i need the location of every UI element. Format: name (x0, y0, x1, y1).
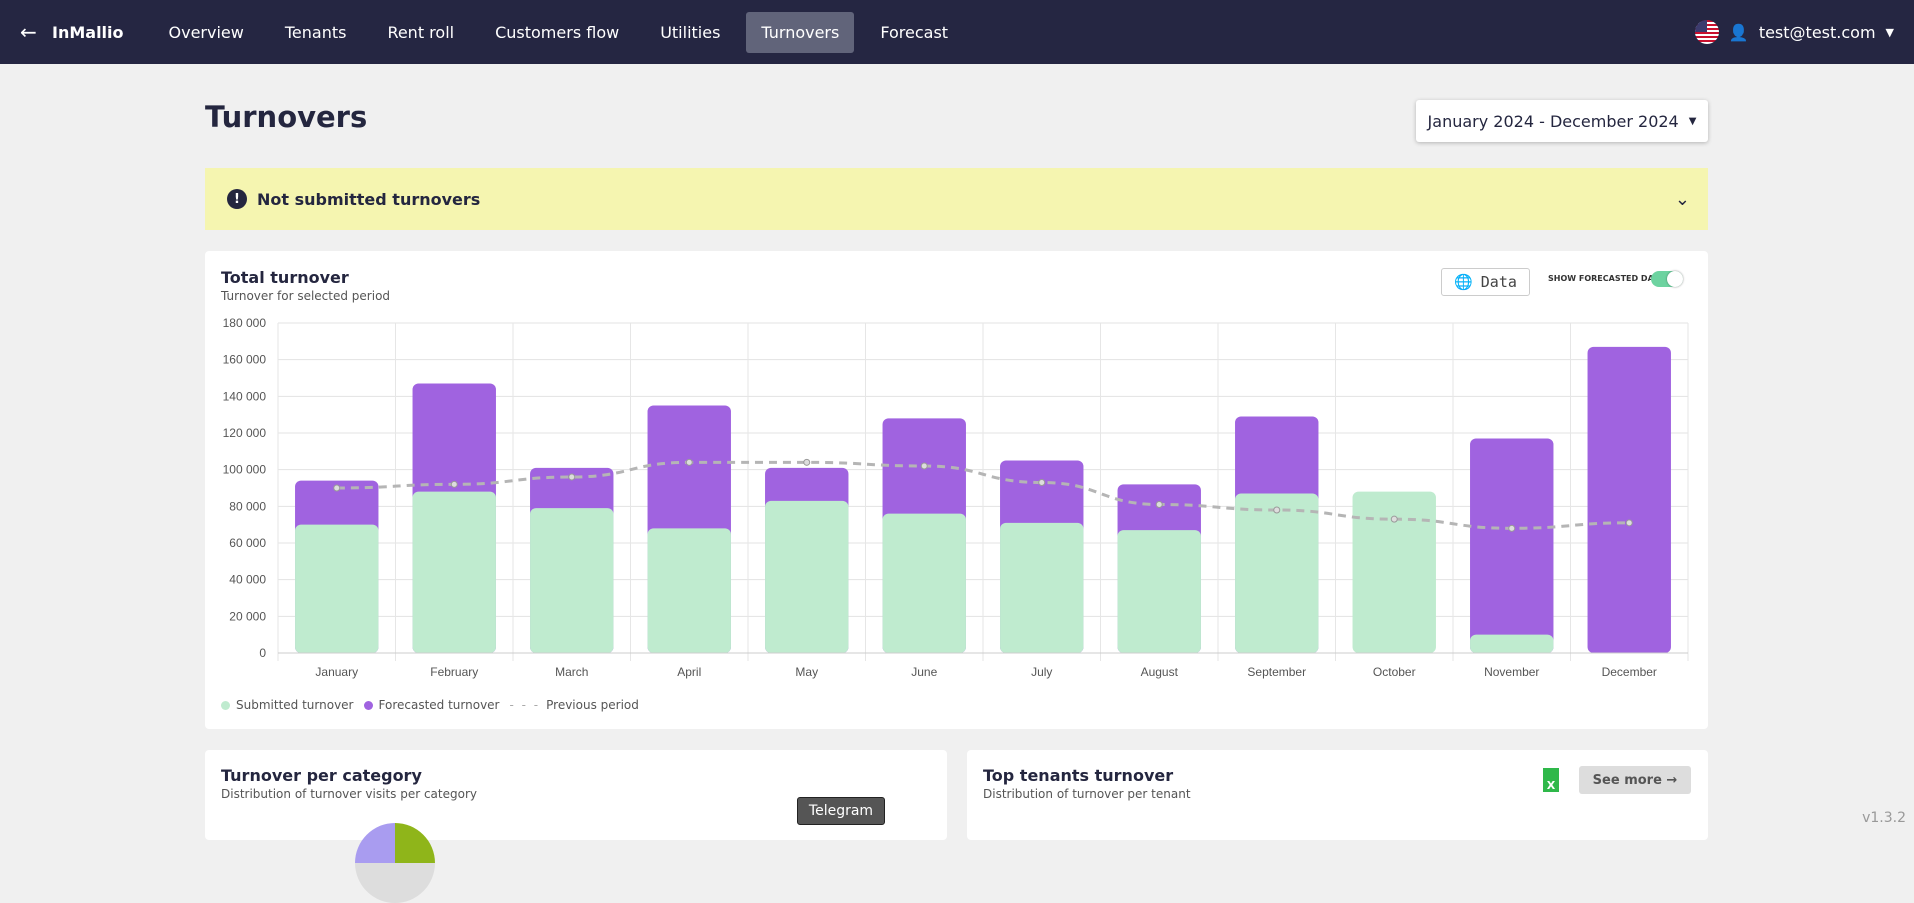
legend-dot-forecasted (363, 700, 373, 710)
pie-chart[interactable] (355, 823, 435, 903)
nav-item-utilities[interactable]: Utilities (660, 22, 721, 42)
total-turnover-card: Total turnover Turnover for selected per… (205, 251, 1708, 729)
legend-forecasted[interactable]: Forecasted turnover (378, 698, 500, 712)
nav-item-forecast[interactable]: Forecast (880, 22, 949, 42)
nav-item-overview[interactable]: Overview (168, 22, 244, 42)
card-title: Total turnover (221, 268, 349, 287)
chart-tooltip: Telegram (797, 797, 885, 825)
globe-icon: 🌐 (1454, 273, 1473, 291)
data-button[interactable]: 🌐 Data (1441, 268, 1530, 296)
chevron-down-icon[interactable]: ⌄ (1674, 188, 1690, 210)
excel-export-icon[interactable]: X (1543, 768, 1559, 792)
top-nav: ← InMallio Overview Tenants Rent roll Custo… (0, 0, 1914, 64)
legend-submitted[interactable]: Submitted turnover (236, 698, 354, 712)
nav-item-rent-roll[interactable]: Rent roll (387, 22, 455, 42)
data-button-label: Data (1480, 273, 1517, 291)
nav-item-turnovers[interactable]: Turnovers (746, 11, 855, 53)
chart-legend: Submitted turnover Forecasted turnover -… (221, 698, 639, 712)
back-arrow-icon[interactable]: ← (20, 20, 37, 44)
version-label: v1.3.2 (1862, 810, 1906, 826)
us-flag-icon[interactable] (1694, 20, 1719, 44)
date-range-value: January 2024 - December 2024 (1427, 111, 1679, 131)
legend-dot-submitted (221, 700, 230, 710)
page-title: Turnovers (205, 100, 368, 134)
legend-previous[interactable]: Previous period (546, 698, 639, 712)
nav-item-customers-flow[interactable]: Customers flow (495, 22, 620, 42)
show-forecasted-toggle[interactable] (1651, 271, 1683, 287)
show-forecasted-label: SHOW FORECASTED DATA (1548, 274, 1665, 283)
legend-dash-icon: - - - (509, 698, 541, 712)
turnover-per-category-card: Turnover per category Distribution of tu… (205, 750, 947, 903)
banner-label: Not submitted turnovers (257, 189, 481, 209)
user-icon: 👤 (1728, 22, 1749, 42)
nav-item-tenants[interactable]: Tenants (284, 22, 347, 42)
card-subtitle: Distribution of turnover visits per cate… (221, 787, 477, 801)
not-submitted-banner[interactable]: ! Not submitted turnovers ⌄ (205, 168, 1708, 230)
card-title: Turnover per category (221, 766, 422, 785)
brand-logo[interactable]: InMallio (52, 22, 124, 42)
card-title: Top tenants turnover (983, 766, 1174, 785)
card-subtitle: Turnover for selected period (221, 289, 391, 303)
caret-down-icon: ▼ (1688, 115, 1697, 127)
date-range-dropdown[interactable]: January 2024 - December 2024 ▼ (1416, 100, 1708, 142)
alert-icon: ! (227, 189, 247, 209)
card-subtitle: Distribution of turnover per tenant (983, 787, 1191, 801)
see-more-button[interactable]: See more → (1579, 766, 1691, 794)
top-tenants-card: Top tenants turnover Distribution of tur… (967, 750, 1708, 840)
user-email[interactable]: test@test.com (1758, 22, 1876, 42)
caret-down-icon[interactable]: ▼ (1885, 25, 1894, 39)
see-more-label: See more (1592, 772, 1662, 788)
